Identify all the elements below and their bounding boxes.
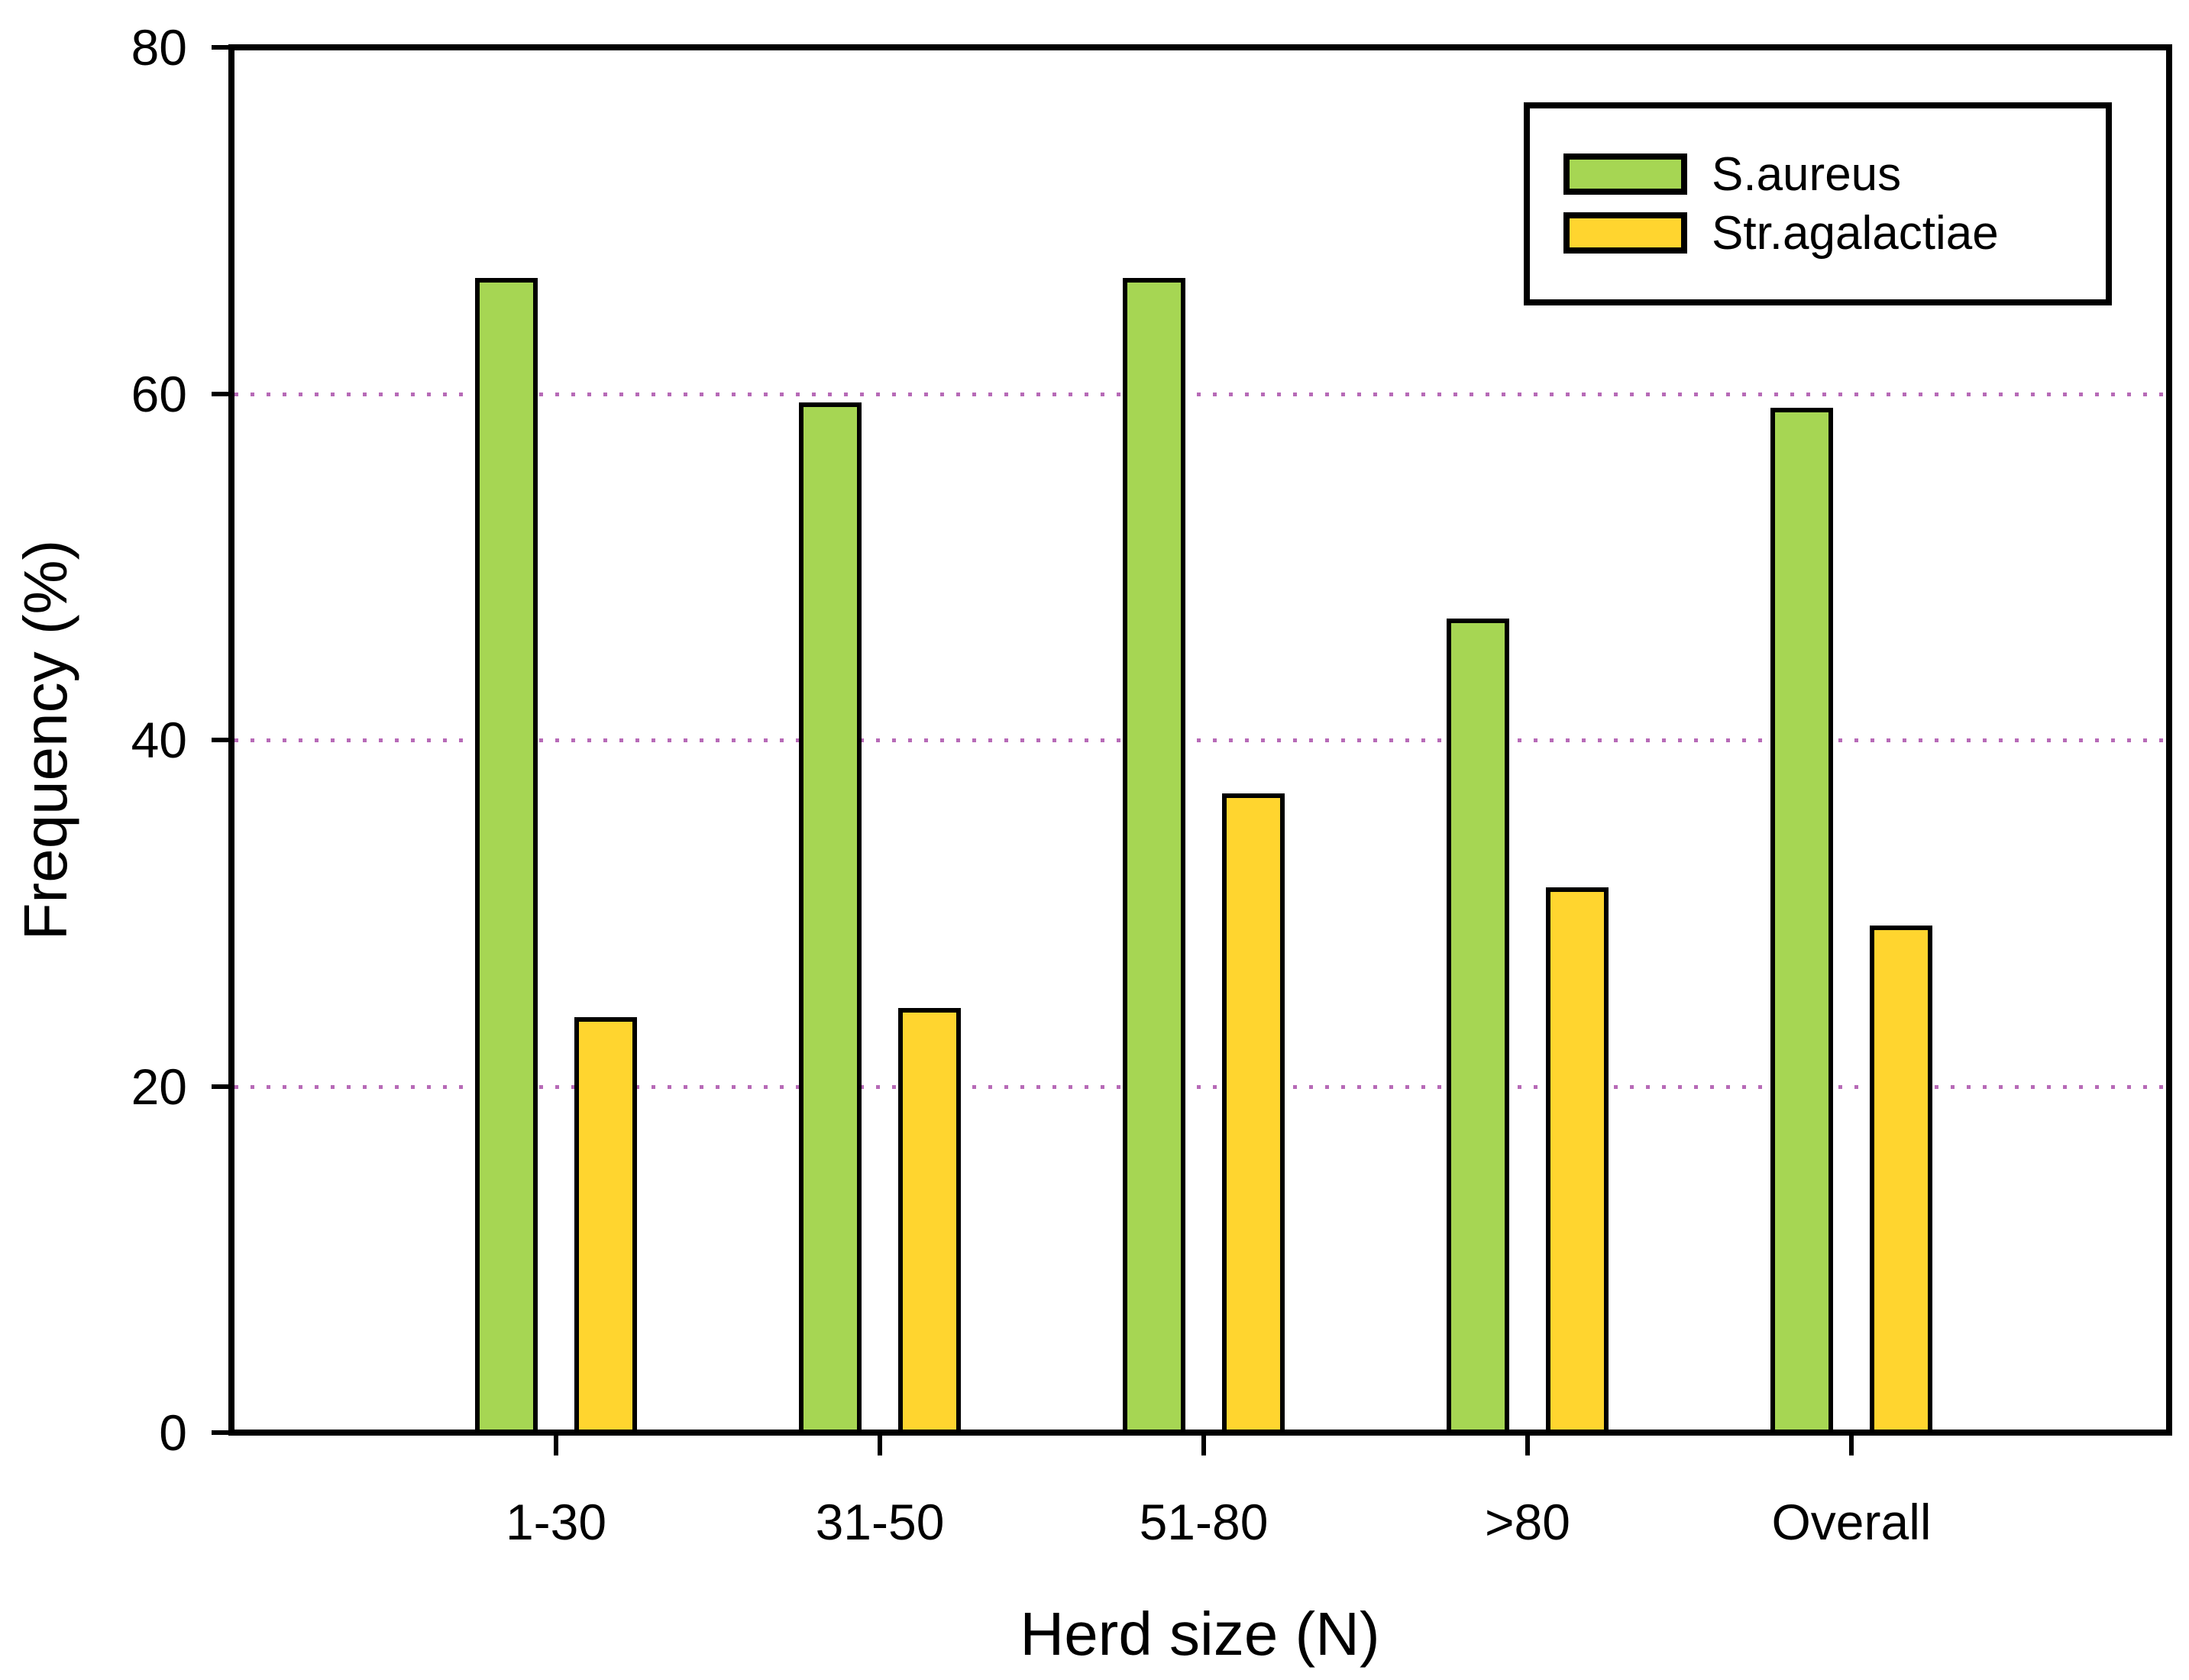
y-tick-label-60: 60 — [131, 365, 187, 422]
y-tick-0 — [212, 1430, 231, 1435]
y-axis-title: Frequency (%) — [11, 539, 79, 941]
x-tick-label-31-50: 31-50 — [815, 1494, 945, 1550]
y-tick-60 — [212, 391, 231, 396]
gridline-40 — [234, 738, 2166, 742]
bar-s-aureus-51-80 — [1123, 277, 1185, 1434]
x-axis-title: Herd size (N) — [1020, 1600, 1380, 1668]
y-tick-label-20: 20 — [131, 1058, 187, 1115]
x-tick-80 — [1525, 1436, 1530, 1455]
bar-str-agalactiae-51-80 — [1222, 793, 1285, 1434]
x-tick-overall — [1849, 1436, 1854, 1455]
legend-item-s-aureus: S.aureus — [1563, 148, 1901, 201]
y-tick-80 — [212, 45, 231, 50]
x-tick-label-51-80: 51-80 — [1139, 1494, 1269, 1550]
bar-str-agalactiae-80 — [1546, 887, 1609, 1434]
x-tick-label-1-30: 1-30 — [505, 1494, 607, 1550]
legend-swatch-str-agalactiae — [1563, 212, 1687, 254]
bar-str-agalactiae-1-30 — [574, 1016, 637, 1434]
gridline-60 — [234, 392, 2166, 396]
y-tick-label-40: 40 — [131, 712, 187, 768]
x-tick-51-80 — [1201, 1436, 1206, 1455]
x-tick-1-30 — [554, 1436, 558, 1455]
bar-str-agalactiae-31-50 — [898, 1008, 961, 1434]
legend-swatch-s-aureus — [1563, 153, 1687, 195]
bar-str-agalactiae-overall — [1870, 925, 1932, 1434]
bar-s-aureus-80 — [1447, 619, 1509, 1434]
bar-s-aureus-1-30 — [475, 277, 538, 1434]
y-tick-20 — [212, 1084, 231, 1089]
bar-s-aureus-31-50 — [799, 402, 862, 1434]
y-tick-label-80: 80 — [131, 19, 187, 76]
x-tick-label-overall: Overall — [1771, 1494, 1932, 1550]
x-tick-31-50 — [878, 1436, 882, 1455]
legend-label-s-aureus: S.aureus — [1712, 147, 1902, 201]
bar-s-aureus-overall — [1770, 407, 1833, 1434]
y-tick-40 — [212, 738, 231, 742]
x-tick-label-80: >80 — [1485, 1494, 1570, 1550]
gridline-20 — [234, 1084, 2166, 1089]
legend-label-str-agalactiae: Str.agalactiae — [1712, 206, 1999, 260]
legend-box: S.aureus Str.agalactiae — [1524, 102, 2112, 305]
y-tick-label-0: 0 — [159, 1404, 187, 1461]
legend-item-str-agalactiae: Str.agalactiae — [1563, 207, 1999, 260]
